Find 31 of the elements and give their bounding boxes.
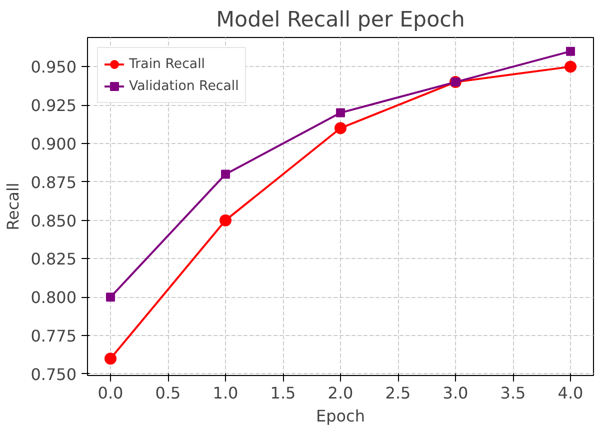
y-tick-label: 0.950	[30, 58, 77, 77]
y-axis-title: Recall	[4, 182, 23, 230]
point	[336, 108, 345, 118]
point	[106, 292, 115, 302]
x-axis-title: Epoch	[316, 406, 366, 426]
x-tick-label: 3.5	[500, 384, 526, 402]
point	[220, 214, 232, 226]
legend-label: Validation Recall	[129, 78, 239, 94]
x-tick-label: 4.0	[558, 384, 584, 402]
y-tick-label: 0.850	[30, 211, 77, 230]
y-tick-label: 0.875	[30, 172, 77, 192]
y-tick-label: 0.925	[30, 96, 77, 116]
x-tick-label: 2.5	[385, 384, 411, 402]
x-tick-label: 0.5	[155, 384, 181, 402]
y-tick-label: 0.750	[30, 364, 77, 384]
x-tick-label: 0.0	[98, 384, 124, 402]
x-tick-label: 2.0	[328, 384, 354, 402]
point	[104, 352, 116, 365]
y-tick-label: 0.825	[30, 250, 77, 269]
point	[221, 170, 230, 179]
y-tick-label: 0.800	[30, 288, 77, 308]
x-tick-label: 3.0	[442, 384, 468, 402]
point	[564, 60, 576, 73]
y-tick-label: 0.775	[30, 326, 77, 346]
chart-title: Model Recall per Epoch	[216, 8, 465, 32]
point	[334, 122, 346, 134]
legend-label: Train Recall	[129, 56, 205, 72]
x-tick-label: 1.5	[270, 384, 296, 402]
point	[566, 46, 575, 56]
y-tick-label: 0.900	[30, 134, 77, 154]
x-tick-label: 1.0	[212, 384, 238, 402]
